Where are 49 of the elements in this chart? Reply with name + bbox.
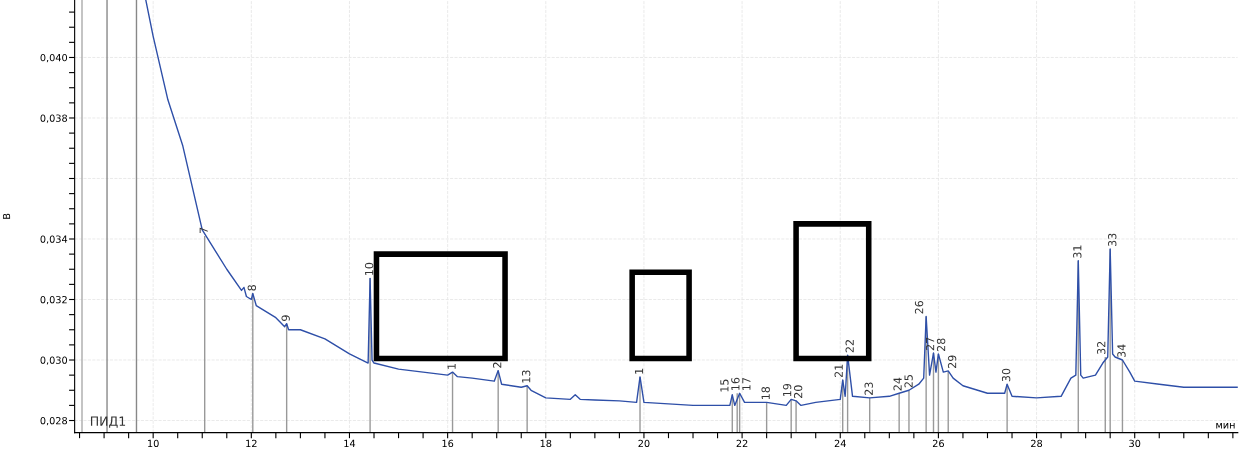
annotation: 9	[281, 315, 290, 321]
y-tick-label: 0,028	[40, 416, 68, 426]
annotation: 1	[447, 363, 456, 369]
annotation: 25	[904, 375, 913, 388]
y-tick-label: 0,032	[40, 295, 67, 305]
y-tick-label: 0,030	[40, 356, 68, 365]
annotation: 7	[199, 227, 208, 233]
x-tick-label: 16	[442, 439, 454, 448]
annotation: 2	[493, 362, 502, 368]
annotation: 8	[247, 285, 257, 291]
annotation: 29	[947, 355, 957, 368]
annotation: 18	[761, 386, 770, 400]
annotation: 16	[731, 377, 740, 390]
x-tick-label: 18	[540, 439, 552, 448]
annotation: ПИД1	[90, 416, 126, 428]
annotation: 31	[1073, 245, 1082, 258]
annotation: 24	[893, 377, 902, 391]
annotation: 26	[914, 300, 924, 314]
annotation: 13	[521, 370, 531, 383]
annotation: 17	[742, 378, 751, 390]
x-tick-label: 10	[148, 439, 159, 448]
annotation: 20	[793, 385, 803, 398]
x-tick-label: 20	[638, 439, 650, 448]
annotation: 23	[864, 382, 873, 395]
x-tick-label: 22	[736, 439, 748, 447]
y-tick-label: 0,038	[40, 114, 68, 123]
annotation: 15	[720, 379, 729, 392]
annotation: 34	[1117, 344, 1126, 358]
x-tick-label: 24	[834, 439, 846, 447]
annotation: 21	[834, 364, 843, 378]
annotation: 22	[845, 340, 854, 353]
annotation: 27	[925, 337, 935, 351]
annotation: 33	[1108, 233, 1117, 247]
x-tick-label: 12	[246, 439, 257, 447]
x-axis-title: мин	[1216, 423, 1235, 429]
x-tick-label: 14	[344, 439, 356, 447]
y-tick-label: 0,034	[40, 235, 68, 244]
x-tick-label: 26	[932, 439, 944, 448]
annotation: 10	[364, 262, 374, 276]
x-tick-label: 30	[1129, 439, 1141, 448]
annotation: 19	[782, 383, 792, 397]
y-axis-title: В	[2, 213, 11, 219]
y-tick-label: 0,040	[40, 53, 68, 63]
annotation: 32	[1097, 341, 1106, 355]
x-tick-label: 28	[1031, 439, 1043, 448]
line-series	[145, 0, 1238, 407]
annotation: 1	[634, 368, 644, 374]
annotation: 30	[1001, 368, 1011, 382]
annotation: 28	[936, 338, 946, 352]
